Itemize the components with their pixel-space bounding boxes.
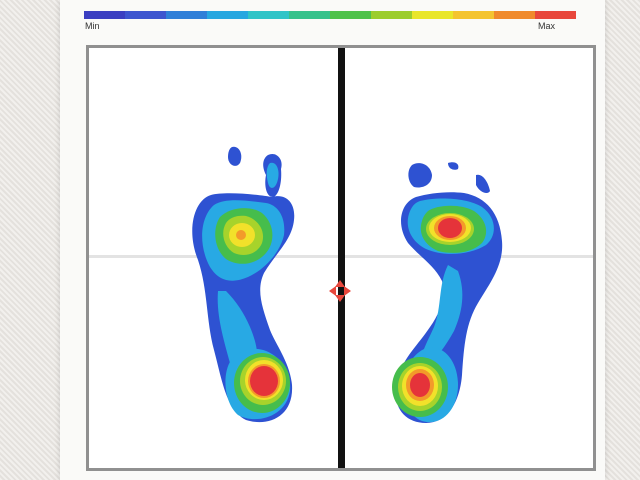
foot-pressure-scan (89, 48, 593, 468)
right-footprint (392, 162, 503, 423)
right-arch-sky (421, 265, 463, 365)
left-small-toe (228, 146, 242, 166)
legend-color-segment (330, 11, 371, 19)
legend-min-label: Min (85, 21, 100, 31)
legend-color-segment (207, 11, 248, 19)
right-small-toe-b (448, 162, 459, 170)
legend-color-segment (412, 11, 453, 19)
right-small-toe-a (408, 163, 432, 188)
right-forefoot-red (438, 218, 462, 238)
center-of-pressure-marker (329, 280, 351, 302)
legend-color-segment (84, 11, 125, 19)
pressure-color-legend (84, 11, 576, 19)
left-heel-red (250, 366, 278, 396)
right-small-toe-c (476, 174, 490, 193)
vertical-center-line (338, 48, 345, 468)
left-footprint (192, 146, 295, 423)
left-forefoot-core (236, 230, 246, 240)
legend-color-segment (125, 11, 166, 19)
legend-color-segment (371, 11, 412, 19)
legend-color-segment (248, 11, 289, 19)
legend-color-segment (453, 11, 494, 19)
left-toe-sky (266, 162, 279, 188)
legend-color-segment (535, 11, 576, 19)
legend-color-segment (289, 11, 330, 19)
legend-max-label: Max (538, 21, 556, 31)
legend-color-segment (166, 11, 207, 19)
right-heel-red (410, 373, 430, 397)
legend-color-segment (494, 11, 535, 19)
